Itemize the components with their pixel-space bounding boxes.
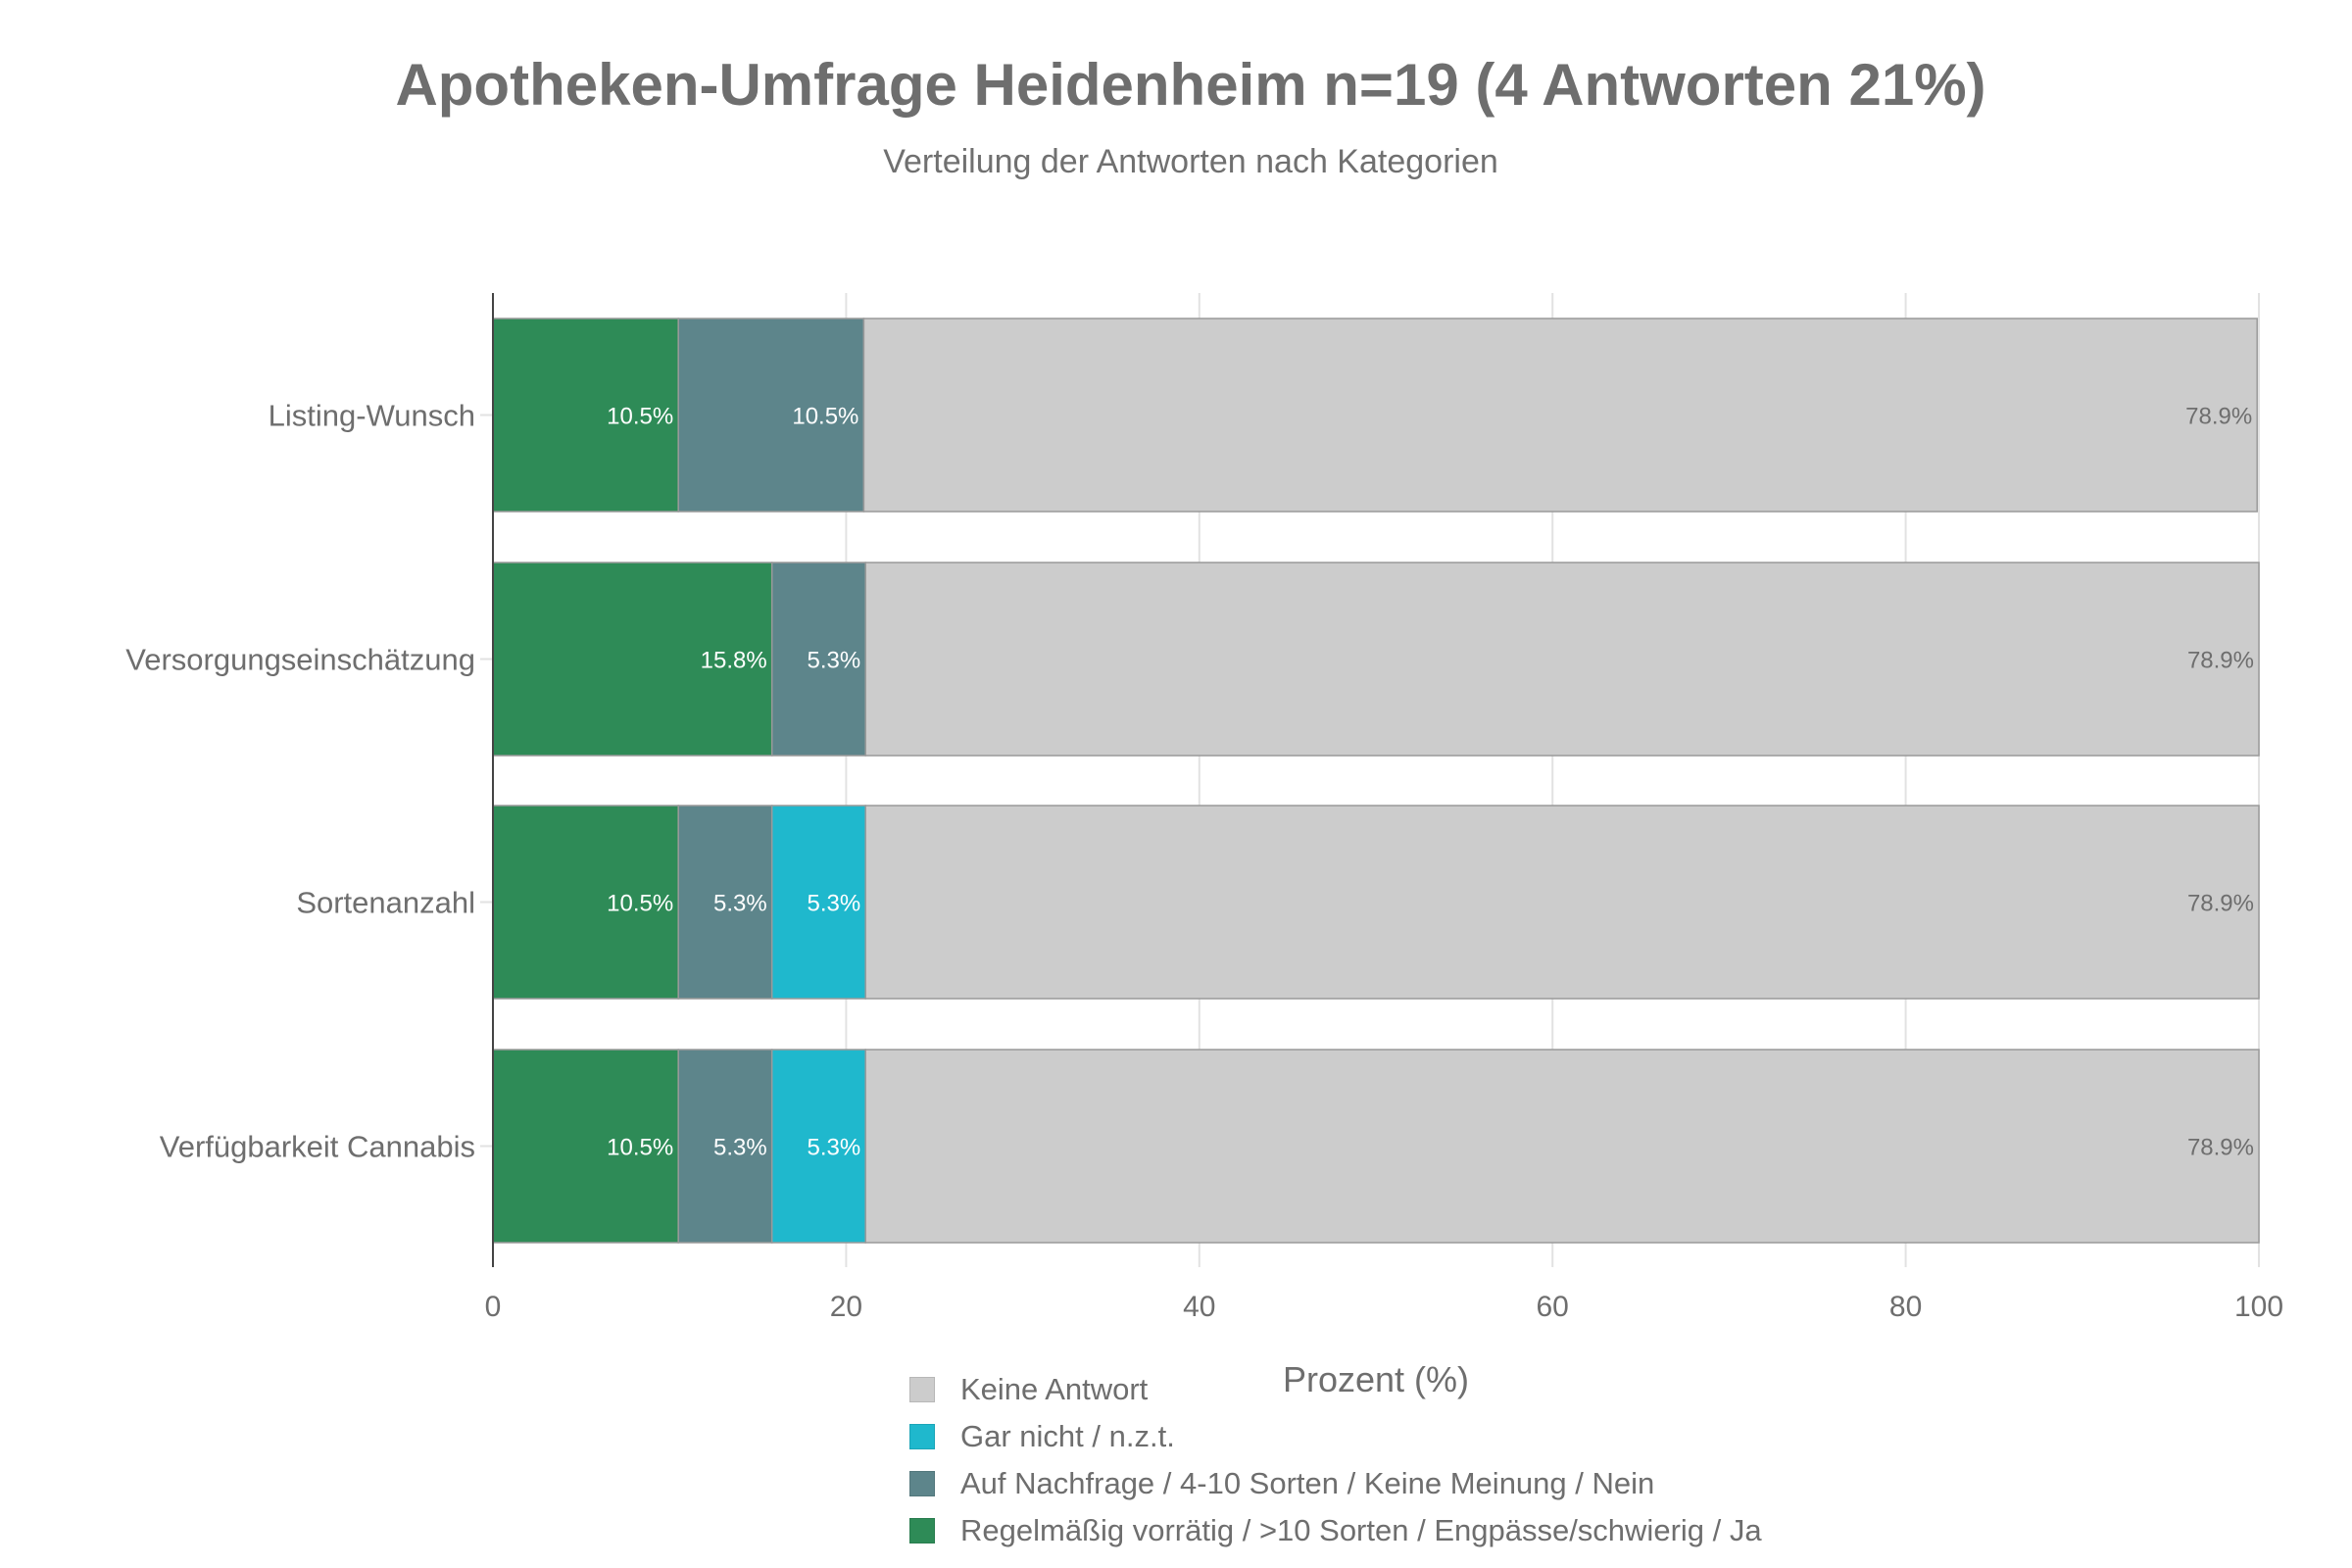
legend-label: Regelmäßig vorrätig / >10 Sorten / Engpä… (960, 1513, 1762, 1547)
bar-segment (770, 805, 866, 1000)
bar-segment (770, 562, 866, 757)
data-label: 10.5% (607, 891, 673, 917)
x-tick-label: 20 (830, 1291, 862, 1323)
data-label: 5.3% (713, 1135, 767, 1161)
x-tick-label: 100 (2234, 1291, 2283, 1323)
bar-segment (492, 805, 679, 1000)
bar-segment (677, 805, 773, 1000)
bar-segment (677, 1049, 773, 1244)
bar-segment (862, 318, 2258, 513)
data-label: 78.9% (2187, 648, 2254, 674)
bar-segment (492, 318, 679, 513)
data-label: 78.9% (2185, 404, 2252, 430)
x-tick-label: 60 (1537, 1291, 1569, 1323)
bar-segment (677, 318, 865, 513)
legend-label: Keine Antwort (960, 1372, 1149, 1406)
data-label: 10.5% (607, 404, 673, 430)
legend-swatch (909, 1424, 935, 1449)
legend-label: Gar nicht / n.z.t. (960, 1419, 1175, 1453)
y-tick-label: Sortenanzahl (296, 886, 475, 920)
x-tick-label: 40 (1183, 1291, 1215, 1323)
data-label: 5.3% (713, 891, 767, 917)
legend-item[interactable]: Keine Antwort (909, 1366, 1762, 1413)
data-label: 5.3% (808, 648, 861, 674)
y-tick-label: Verfügbarkeit Cannabis (160, 1130, 475, 1164)
data-label: 15.8% (701, 648, 767, 674)
data-label: 5.3% (808, 891, 861, 917)
bar-segment (864, 1049, 2260, 1244)
data-label: 10.5% (792, 404, 858, 430)
chart-title: Apotheken-Umfrage Heidenheim n=19 (4 Ant… (395, 52, 1986, 118)
legend-swatch (909, 1518, 935, 1544)
x-tick-label: 0 (485, 1291, 502, 1323)
legend-item[interactable]: Auf Nachfrage / 4-10 Sorten / Keine Mein… (909, 1460, 1762, 1507)
bar-segment (864, 562, 2260, 757)
data-label: 78.9% (2187, 891, 2254, 917)
data-label: 78.9% (2187, 1135, 2254, 1161)
bars (492, 318, 2260, 1244)
bar-segment (864, 805, 2260, 1000)
legend-item[interactable]: Gar nicht / n.z.t. (909, 1413, 1762, 1460)
legend: Keine Antwort Gar nicht / n.z.t. Auf Nachf… (909, 1366, 1762, 1554)
y-tick-label: Versorgungseinschätzung (125, 643, 475, 677)
legend-item[interactable]: Regelmäßig vorrätig / >10 Sorten / Engpä… (909, 1507, 1762, 1554)
data-label: 10.5% (607, 1135, 673, 1161)
data-label: 5.3% (808, 1135, 861, 1161)
legend-label: Auf Nachfrage / 4-10 Sorten / Keine Mein… (960, 1466, 1655, 1500)
chart-subtitle: Verteilung der Antworten nach Kategorien (883, 143, 1498, 180)
legend-swatch (909, 1377, 935, 1402)
legend-swatch (909, 1471, 935, 1496)
y-tick-label: Listing-Wunsch (269, 399, 475, 433)
bar-segment (770, 1049, 866, 1244)
axes: 0 20 40 60 80 100 Listing-Wunsch Versorgungsein… (125, 293, 2283, 1323)
x-tick-label: 80 (1889, 1291, 1922, 1323)
data-labels: 10.5% 10.5% 78.9% 15.8% 5.3% 78.9% 10.5% 5.3% 5.… (607, 404, 2254, 1161)
x-axis-title: Prozent (%) (1283, 1359, 1469, 1399)
